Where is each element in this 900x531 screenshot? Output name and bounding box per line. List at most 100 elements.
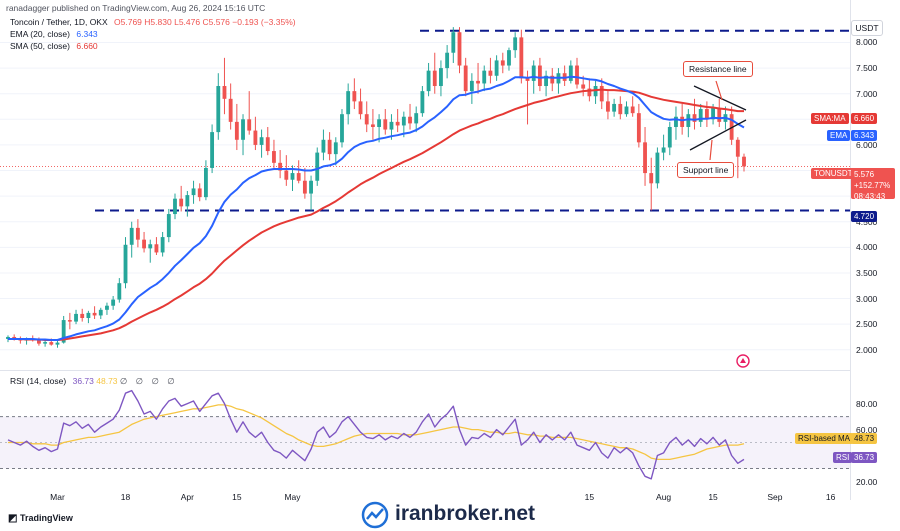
candle-body [432, 70, 437, 87]
rsi-ma-line [8, 404, 745, 461]
rsi-tag-label: RSI [833, 452, 853, 463]
candle-body [370, 124, 375, 127]
candle-body [37, 340, 41, 344]
sma-legend[interactable]: SMA (50, close) 6.660 [10, 41, 98, 51]
candle-body [482, 70, 487, 84]
ema-20-line [8, 75, 745, 341]
candle-body [278, 162, 283, 171]
candle-body [704, 109, 709, 120]
time-tick-label: 15 [708, 492, 718, 502]
rsi-ma-tag-label: RSI-based MA [795, 433, 854, 444]
candle-body [575, 65, 579, 85]
candle-body [698, 109, 703, 122]
rsi-legend[interactable]: RSI (14, close) 36.73 48.73 ∅ ∅ ∅ ∅ [10, 376, 178, 387]
candle-body [327, 139, 332, 155]
change-value: −0.193 (−3.35%) [232, 17, 296, 27]
tradingview-logo-text: TradingView [19, 513, 73, 523]
candle-body [457, 32, 462, 66]
candle-body [649, 173, 654, 184]
price-axis-border [850, 0, 851, 500]
candle-body [469, 80, 474, 92]
sma-50-line [8, 88, 744, 341]
tradingview-logo[interactable]: ◩ TradingView [8, 513, 73, 524]
candle-body [519, 37, 524, 79]
rsi-tick-label: 60.00 [856, 424, 878, 435]
candle-body [333, 142, 338, 155]
candle-body [581, 84, 586, 89]
candle-body [537, 65, 542, 87]
candle-body [544, 75, 549, 87]
sma-legend-value: 6.660 [76, 41, 98, 51]
time-tick-label: Aug [656, 492, 672, 502]
candle-body [408, 116, 412, 124]
candle-body [321, 139, 326, 153]
rsi-tick-label: 80.00 [856, 398, 878, 409]
support-annotation[interactable]: Support line [677, 162, 735, 178]
candle-body [525, 78, 530, 81]
candle-body [142, 239, 146, 249]
candle-body [290, 173, 295, 180]
time-tick-label: Mar [50, 492, 65, 502]
pane-separator[interactable] [0, 370, 850, 371]
tradingview-logo-icon: ◩ [8, 513, 18, 524]
candle-body [117, 283, 122, 300]
candle-body [587, 88, 592, 97]
rsi-legend-value: 36.73 [72, 376, 94, 386]
price-tick-label: 3.000 [856, 293, 878, 304]
support-trendline [689, 119, 747, 151]
candle-body [414, 113, 419, 124]
support-level-tag: 4.720 [851, 211, 878, 222]
candle-body [643, 142, 647, 174]
candle-body [426, 70, 431, 92]
symbol-change: +152.77% [854, 181, 891, 190]
candle-body [717, 108, 722, 122]
ema-legend-label: EMA (20, close) [10, 29, 70, 39]
candle-body [241, 119, 245, 140]
candle-body [6, 336, 10, 340]
candle-body [259, 137, 264, 145]
candle-body [166, 214, 171, 238]
sma-price-tag: SMA:MA [811, 113, 849, 124]
candle-body [105, 305, 109, 310]
candle-body [389, 121, 394, 130]
candle-body [711, 108, 715, 120]
time-tick-label: Apr [180, 492, 194, 502]
candle-body [346, 91, 351, 115]
candle-body [377, 119, 382, 127]
ema-legend-value: 6.343 [76, 29, 98, 39]
candle-body [395, 121, 400, 126]
candle-body [488, 70, 493, 76]
time-tick-label: Sep [767, 492, 783, 502]
time-tick-label: 15 [232, 492, 242, 502]
candle-body [80, 313, 85, 319]
candle-body [222, 86, 227, 99]
candle-body [111, 299, 116, 306]
currency-button[interactable]: USDT [851, 20, 883, 36]
symbol-name[interactable]: Toncoin / Tether, 1D, OKX [10, 17, 108, 27]
candle-body [358, 101, 363, 115]
time-tick-label: 16 [825, 492, 836, 502]
price-tick-label: 8.000 [856, 37, 878, 48]
resistance-annotation[interactable]: Resistance line [683, 61, 753, 77]
goto-realtime-icon[interactable] [736, 354, 750, 368]
candle-body [61, 320, 66, 343]
candle-body [228, 98, 233, 122]
rsi-legend-label: RSI (14, close) [10, 376, 67, 386]
candle-body [173, 198, 177, 215]
candle-body [98, 309, 103, 316]
ema-legend[interactable]: EMA (20, close) 6.343 [10, 29, 98, 39]
candle-body [18, 339, 23, 341]
candle-body [680, 116, 685, 127]
candle-body [420, 91, 425, 114]
symbol-price: 5.576 [854, 170, 875, 179]
candle-body [234, 121, 239, 140]
sma-tag-label: SMA:MA [814, 114, 846, 123]
price-tick-label: 7.000 [856, 88, 878, 99]
candle-body [624, 106, 629, 115]
candle-body [179, 198, 184, 207]
candle-body [191, 188, 196, 196]
candle-body [216, 86, 221, 133]
price-tick-label: 6.000 [856, 139, 878, 150]
candle-body [655, 152, 660, 184]
